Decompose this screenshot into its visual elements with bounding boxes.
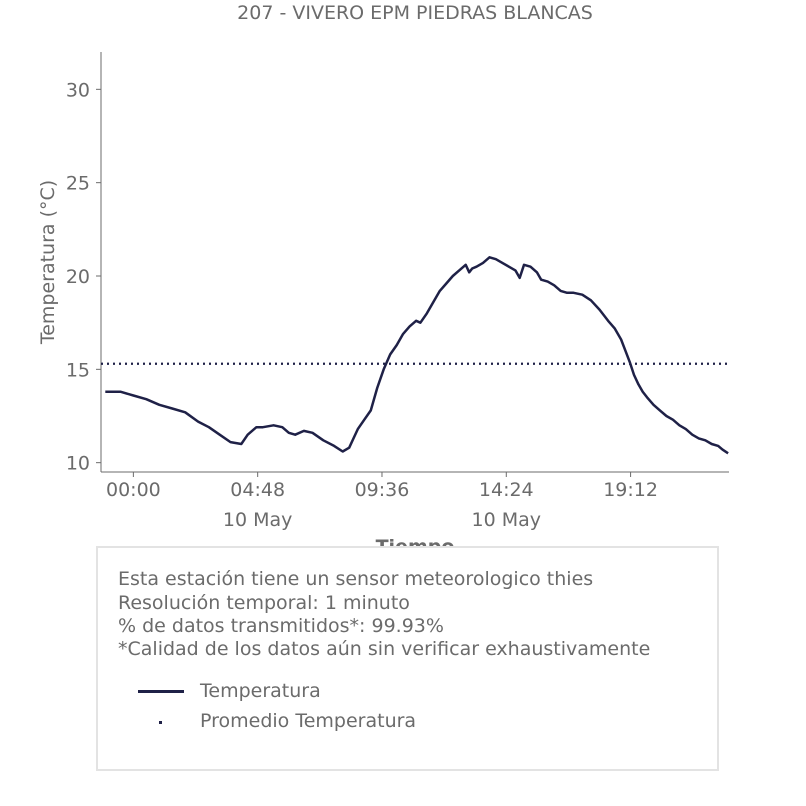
temperature-line	[105, 256, 729, 455]
x-tick-label: 09:36	[355, 479, 410, 501]
y-axis-label: Temperatura (°C)	[37, 180, 59, 345]
y-tick-label: 20	[66, 266, 90, 288]
x-tick-label: 14:24	[479, 479, 534, 501]
legend-item-temperatura: Temperatura	[138, 680, 538, 704]
x-tick-label: 04:48	[230, 479, 285, 501]
legend-item-promedio: Promedio Temperatura	[138, 710, 538, 734]
y-axis-ticks: 10 15 20 25 30	[66, 79, 101, 475]
x-tick-label: 19:12	[603, 479, 658, 501]
info-line-sensor: Esta estación tiene un sensor meteorolog…	[118, 568, 594, 590]
legend-label: Temperatura	[200, 680, 321, 702]
y-tick-label: 30	[66, 79, 90, 101]
x-tick-label: 00:00	[106, 479, 161, 501]
x-tick-date-label: 10 May	[472, 509, 542, 531]
x-axis-ticks: 00:00 04:48 10 May 09:36 14:24 10 May 19:12	[106, 472, 658, 531]
legend-label: Promedio Temperatura	[200, 710, 417, 732]
info-line-quality-note: *Calidad de los datos aún sin verificar …	[118, 638, 651, 660]
info-line-transmitted: % de datos transmitidos*: 99.93%	[118, 615, 444, 637]
legend-swatch-dotted	[159, 721, 162, 724]
chart-axes	[100, 52, 729, 473]
info-line-resolution: Resolución temporal: 1 minuto	[118, 592, 410, 614]
y-tick-label: 25	[66, 173, 90, 195]
info-box: Esta estación tiene un sensor meteorolog…	[96, 546, 719, 771]
y-tick-label: 10	[66, 453, 90, 475]
legend-swatch-solid	[138, 690, 184, 693]
chart-title: 207 - VIVERO EPM PIEDRAS BLANCAS	[237, 2, 593, 24]
chart-series	[101, 256, 729, 455]
x-tick-date-label: 10 May	[223, 509, 293, 531]
y-tick-label: 15	[66, 359, 90, 381]
